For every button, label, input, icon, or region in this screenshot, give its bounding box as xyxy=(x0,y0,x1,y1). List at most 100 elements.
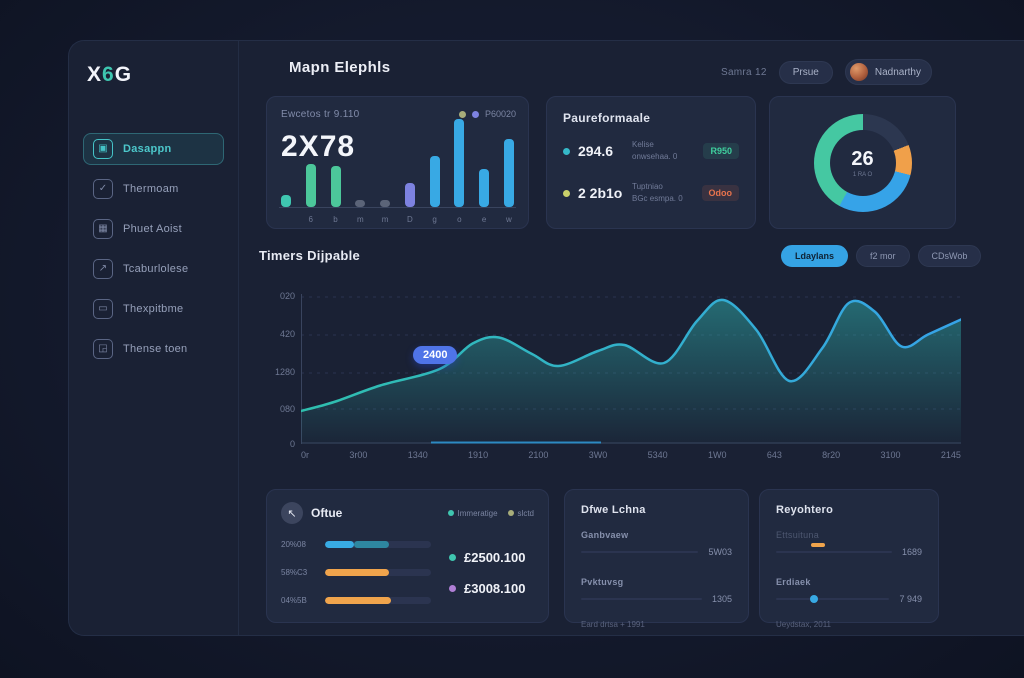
registers-footer: Ueydstax, 2011 xyxy=(776,620,831,629)
chart-range-tab[interactable]: f2 mor xyxy=(856,245,910,267)
avatar xyxy=(849,63,868,81)
sidebar-item[interactable]: ▦ Phuet Aoist xyxy=(83,213,224,245)
legend-dot xyxy=(447,510,454,516)
budget-value-row: £2500.100 xyxy=(449,550,534,565)
legend-dot-olive xyxy=(458,110,466,118)
list-row: Erdiaek 7 949 xyxy=(776,577,922,604)
budget-body: 20%08 58%C3 04%5B £2500.100 £3008.100 xyxy=(281,536,534,605)
value-dot xyxy=(449,585,456,592)
x-axis-label: 0r xyxy=(301,450,310,460)
slider-handle[interactable] xyxy=(810,595,819,603)
circle-arrow-icon: ↖ xyxy=(281,502,303,524)
x-axis-label: 2100 xyxy=(528,450,549,460)
range-marker[interactable] xyxy=(810,543,825,547)
list-row-label: Ettsuituna xyxy=(776,530,820,540)
list-row-line: 5W03 xyxy=(581,547,732,557)
status-dot xyxy=(563,189,570,197)
budget-legend-label: slctd xyxy=(517,508,534,518)
budget-value-label: £2500.100 xyxy=(464,550,526,565)
arrow-icon: ↗ xyxy=(93,259,113,279)
performance-row: 2 2b1o Tuptniao BGc esmpa. 0 Odoo xyxy=(563,181,739,205)
sidebar-item-label: Thense toen xyxy=(123,343,188,355)
status-dot xyxy=(563,147,570,155)
list-row-track xyxy=(776,595,890,603)
sidebar-item[interactable]: ◲ Thense toen xyxy=(83,333,224,365)
x-axis-label: 3100 xyxy=(880,450,901,460)
list-row: Ettsuituna 1689 xyxy=(776,530,922,557)
bar xyxy=(305,164,316,207)
donut-hole: 26 1 RA O xyxy=(829,129,896,196)
y-axis-label: 020 xyxy=(279,291,295,301)
donut-sub-label: 1 RA O xyxy=(852,171,873,178)
x-axis-label: 8r20 xyxy=(822,450,841,460)
app-window: X6G ▣ Dasappn ✓ Thermoam ▦ Phuet Aoist ↗ Tcabur… xyxy=(68,40,1024,636)
list-row-line: 1689 xyxy=(776,543,922,557)
user-menu[interactable]: Nadnarthy xyxy=(844,59,932,85)
action-button[interactable]: Prsue xyxy=(778,60,833,84)
value-dot xyxy=(449,554,456,561)
sidebar-item-label: Dasappn xyxy=(123,143,172,155)
sidebar: X6G ▣ Dasappn ✓ Thermoam ▦ Phuet Aoist ↗ Tcabur… xyxy=(69,41,239,635)
list-row-label: Pvktuvsg xyxy=(581,577,624,587)
progress-segment xyxy=(325,541,354,548)
bar xyxy=(503,139,514,207)
x-axis-label: 1W0 xyxy=(707,450,727,460)
performance-sublabel: Kelise onwsehaa. 0 xyxy=(632,140,678,161)
bar xyxy=(380,200,391,207)
budget-legend-item: slctd xyxy=(507,508,534,518)
x-axis-label: 1340 xyxy=(407,450,428,460)
sidebar-item[interactable]: ▭ Thexpitbme xyxy=(83,293,224,325)
performance-rows: 294.6 Kelise onwsehaa. 0 R950 2 2b1o Tuptniao… xyxy=(563,139,739,205)
budget-legend: Immeratige slctd xyxy=(447,508,534,518)
budget-value-row: £3008.100 xyxy=(449,581,534,596)
chart-range-tab[interactable]: Ldaylans xyxy=(781,245,849,267)
sidebar-item[interactable]: ↗ Tcaburlolese xyxy=(83,253,224,285)
budget-card: ↖ Oftue Immeratige slctd 20%08 58%C3 04%5B … xyxy=(266,489,549,623)
bar-tick-label: e xyxy=(481,215,487,224)
budget-progress-row: 58%C3 xyxy=(281,568,431,577)
budget-legend-item: Immeratige xyxy=(447,509,498,518)
chart-range-tab[interactable]: CDsWob xyxy=(917,245,982,267)
performance-value: 294.6 xyxy=(578,143,614,159)
progress-track xyxy=(325,569,431,576)
drive-rows: Ganbvaew 5W03 Pvktuvsg 1305 xyxy=(581,530,732,604)
timeline-tabs: Ldaylans f2 mor CDsWob xyxy=(781,245,982,267)
budget-value-label: £3008.100 xyxy=(464,581,526,596)
app-logo: X6G xyxy=(87,63,133,86)
bar-tick-label: m xyxy=(356,215,364,224)
budget-progress-row: 20%08 xyxy=(281,540,431,549)
earnings-bar-chart xyxy=(279,116,516,208)
dashboard-icon: ▣ xyxy=(93,139,113,159)
x-axis-label: 1910 xyxy=(468,450,489,460)
sidebar-item-label: Thermoam xyxy=(123,183,179,195)
donut-center-value: 26 xyxy=(851,147,874,170)
budget-header: ↖ Oftue Immeratige slctd xyxy=(281,502,534,524)
sidebar-item[interactable]: ▣ Dasappn xyxy=(83,133,224,165)
list-row-line: 7 949 xyxy=(776,594,922,604)
earnings-legend: P60020 xyxy=(458,109,516,119)
list-row-value: 1689 xyxy=(901,547,922,557)
progress-segment xyxy=(353,541,389,548)
performance-value: 2 2b1o xyxy=(578,185,623,201)
progress-track xyxy=(325,541,431,548)
layers-icon: ◲ xyxy=(93,339,113,359)
performance-sublabel: Tuptniao BGc esmpa. 0 xyxy=(632,182,683,203)
bar-column xyxy=(477,169,491,207)
search-input[interactable]: Samra 12 xyxy=(720,66,767,78)
list-row: Pvktuvsg 1305 xyxy=(581,577,732,604)
bar xyxy=(355,200,366,207)
list-row-track xyxy=(776,543,892,553)
x-axis-label: 5340 xyxy=(647,450,668,460)
bar-column xyxy=(452,119,466,207)
bar-tick-label: D xyxy=(406,215,413,224)
donut-card: 26 1 RA O xyxy=(769,96,956,229)
y-axis-label: 0 xyxy=(289,439,295,449)
sidebar-item-label: Tcaburlolese xyxy=(123,263,189,275)
budget-row-label: 58%C3 xyxy=(281,568,308,577)
list-row-value: 5W03 xyxy=(708,547,732,557)
sidebar-item[interactable]: ✓ Thermoam xyxy=(83,173,224,205)
list-row-track xyxy=(581,551,699,553)
performance-badge: Odoo xyxy=(701,185,739,201)
budget-title: Oftue xyxy=(311,506,343,520)
